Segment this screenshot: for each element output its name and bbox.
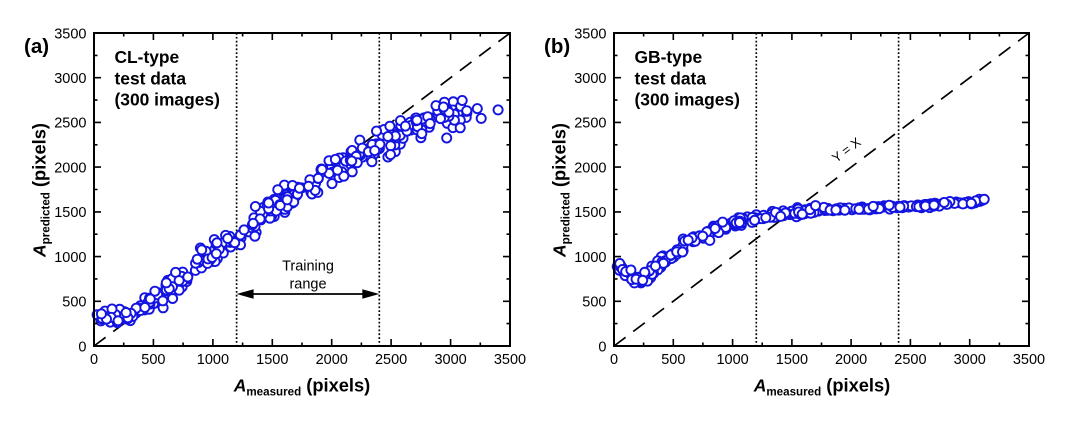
- svg-text:Training: Training: [282, 259, 334, 275]
- svg-text:(300 images): (300 images): [635, 90, 740, 110]
- svg-text:500: 500: [661, 352, 685, 368]
- svg-text:3500: 3500: [494, 352, 526, 368]
- svg-text:500: 500: [141, 352, 165, 368]
- svg-text:500: 500: [62, 295, 86, 311]
- svg-text:(a): (a): [24, 35, 49, 58]
- svg-text:500: 500: [582, 295, 606, 311]
- svg-text:3000: 3000: [434, 352, 466, 368]
- svg-text:1500: 1500: [256, 352, 288, 368]
- svg-text:3500: 3500: [1013, 352, 1045, 368]
- svg-text:Ameasured (pixels): Ameasured (pixels): [753, 375, 891, 399]
- svg-text:GB-type: GB-type: [635, 47, 703, 67]
- svg-text:3500: 3500: [54, 26, 86, 42]
- svg-text:(300 images): (300 images): [115, 90, 220, 110]
- svg-text:0: 0: [598, 339, 606, 355]
- svg-text:CL-type: CL-type: [115, 47, 180, 67]
- svg-text:1000: 1000: [54, 250, 86, 266]
- svg-text:test data: test data: [115, 68, 187, 88]
- svg-text:test data: test data: [635, 68, 707, 88]
- svg-text:1500: 1500: [776, 352, 808, 368]
- svg-text:2000: 2000: [574, 160, 606, 176]
- svg-text:(b): (b): [544, 35, 570, 58]
- svg-text:0: 0: [610, 352, 618, 368]
- svg-text:2500: 2500: [54, 116, 86, 132]
- svg-text:3000: 3000: [574, 71, 606, 87]
- svg-text:3000: 3000: [954, 352, 986, 368]
- svg-text:1500: 1500: [574, 205, 606, 221]
- svg-text:1000: 1000: [197, 352, 229, 368]
- svg-text:0: 0: [78, 339, 86, 355]
- svg-text:1000: 1000: [716, 352, 748, 368]
- svg-text:2000: 2000: [54, 160, 86, 176]
- svg-text:2500: 2500: [894, 352, 926, 368]
- svg-text:2000: 2000: [835, 352, 867, 368]
- svg-text:Apredicted (pixels): Apredicted (pixels): [29, 123, 53, 258]
- svg-text:0: 0: [90, 352, 98, 368]
- svg-text:Apredicted (pixels): Apredicted (pixels): [549, 123, 573, 258]
- svg-text:2500: 2500: [574, 116, 606, 132]
- svg-text:range: range: [289, 277, 326, 293]
- svg-text:Ameasured (pixels): Ameasured (pixels): [233, 375, 371, 399]
- svg-text:3500: 3500: [574, 26, 606, 42]
- svg-text:3000: 3000: [54, 71, 86, 87]
- svg-text:1500: 1500: [54, 205, 86, 221]
- svg-text:2000: 2000: [316, 352, 348, 368]
- svg-text:2500: 2500: [375, 352, 407, 368]
- svg-text:1000: 1000: [574, 250, 606, 266]
